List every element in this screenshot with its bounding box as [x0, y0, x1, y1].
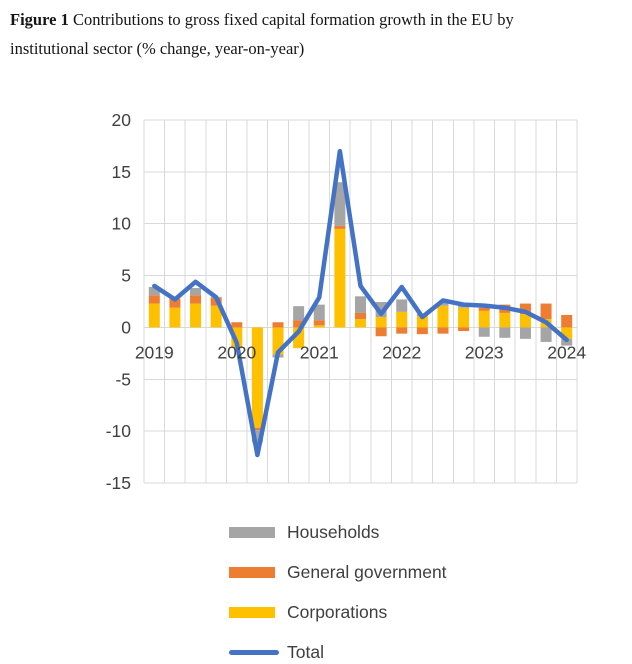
bar-segment-general-government — [148, 295, 160, 304]
legend-item-households: Households — [229, 512, 489, 552]
bar-segment-corporations — [499, 312, 511, 328]
total-line — [152, 148, 569, 458]
bar-segment-corporations — [313, 325, 325, 328]
bar-segment-corporations — [519, 313, 531, 328]
bar-segment-households — [355, 296, 366, 313]
bar-segment-general-government — [190, 295, 202, 304]
bar-segment-general-government — [478, 307, 490, 311]
bar-segment-corporations — [148, 303, 160, 328]
bar-segment-general-government — [355, 312, 366, 320]
bar-segment-corporations — [272, 327, 284, 355]
legend-label-general-government: General government — [287, 561, 447, 582]
bar-segment-general-government — [334, 225, 346, 229]
bar-segment-general-government — [540, 303, 552, 320]
bar-segment-corporations — [375, 317, 387, 328]
bar-segment-households — [478, 327, 490, 337]
bar-segment-general-government — [231, 322, 243, 328]
x-axis-year-label: 2021 — [300, 342, 339, 362]
bar-segment-corporations — [437, 305, 449, 328]
figure-title-line1: Contributions to gross fixed capital for… — [72, 10, 514, 29]
bar-segment-households — [190, 288, 202, 296]
bar-segment-general-government — [561, 314, 573, 328]
bar-segment-households — [251, 430, 263, 443]
bar-segment-general-government — [251, 428, 263, 431]
bar-segment-corporations — [355, 319, 366, 328]
bar-segment-general-government — [416, 327, 428, 335]
bar-segment-corporations — [458, 307, 470, 328]
bar-segment-households — [148, 286, 160, 296]
bar-segment-general-government — [169, 298, 181, 308]
bar-segment-general-government — [437, 327, 449, 334]
legend-item-corporations: Corporations — [229, 592, 489, 632]
bar-segment-general-government — [519, 303, 531, 314]
households-swatch — [229, 526, 275, 538]
bar-segment-households — [519, 327, 531, 339]
bar-segment-households — [561, 338, 573, 346]
bar-segment-corporations — [293, 327, 305, 349]
bar-segment-households — [396, 299, 408, 312]
bar-segment-corporations — [334, 228, 346, 328]
x-axis-year-label: 2023 — [465, 342, 504, 362]
bar-segment-general-government — [272, 322, 284, 328]
bar-segment-corporations — [561, 327, 573, 339]
bar-segment-households — [540, 327, 552, 342]
y-axis-tick-label: 20 — [112, 110, 132, 130]
bar-segment-corporations — [190, 303, 202, 328]
bar-segment-general-government — [458, 327, 470, 332]
y-axis-tick-label: 15 — [112, 162, 131, 182]
bar-segment-general-government — [293, 320, 305, 328]
x-axis-year-label: 2020 — [217, 342, 256, 362]
contribution-chart: 20 15 10 5 0 -5 -10 -15 2019 2020 2021 2022 2023 2024 — [106, 110, 587, 493]
legend-label-households: Households — [287, 521, 380, 542]
y-axis-tick-label: -15 — [106, 473, 131, 493]
y-axis-tick-label: -5 — [115, 369, 131, 389]
total-line-swatch — [229, 649, 279, 655]
figure-title: Figure 1 Contributions to gross fixed ca… — [10, 6, 626, 63]
general-government-swatch — [229, 566, 275, 578]
x-axis-year-label: 2024 — [547, 342, 586, 362]
figure-label: Figure 1 — [10, 10, 69, 29]
bar-segment-corporations — [231, 327, 243, 348]
corporations-swatch — [229, 606, 275, 618]
bar-segment-corporations — [478, 310, 490, 328]
figure-title-line2: institutional sector (% change, year-on-… — [10, 38, 305, 58]
bar-segment-households — [437, 302, 449, 306]
bar-segment-households — [375, 302, 387, 318]
bar-segment-corporations — [169, 307, 181, 328]
chart-legend: Households General government Corporatio… — [229, 512, 489, 664]
bar-segment-households — [293, 306, 305, 321]
legend-label-total: Total — [287, 641, 324, 662]
y-axis-tick-label: 5 — [121, 266, 131, 286]
y-axis-tick-label: 10 — [112, 214, 132, 234]
y-axis-tick-label: 0 — [121, 317, 131, 337]
bar-segment-corporations — [251, 327, 263, 429]
bar-segment-general-government — [396, 327, 408, 334]
bar-segment-households — [334, 182, 346, 226]
x-axis-year-label: 2022 — [382, 342, 421, 362]
bar-segment-corporations — [416, 316, 428, 328]
bar-segment-general-government — [375, 327, 387, 337]
x-axis-year-label: 2019 — [135, 342, 174, 362]
bar-segment-households — [313, 304, 325, 321]
bar-segment-corporations — [210, 305, 222, 328]
bar-segment-general-government — [313, 320, 325, 326]
y-axis-tick-label: -10 — [106, 421, 132, 441]
legend-item-total: Total — [229, 632, 489, 664]
bar-segment-corporations — [396, 311, 408, 328]
bar-segment-households — [499, 327, 511, 338]
legend-label-corporations: Corporations — [287, 601, 388, 622]
legend-item-general-government: General government — [229, 552, 489, 592]
